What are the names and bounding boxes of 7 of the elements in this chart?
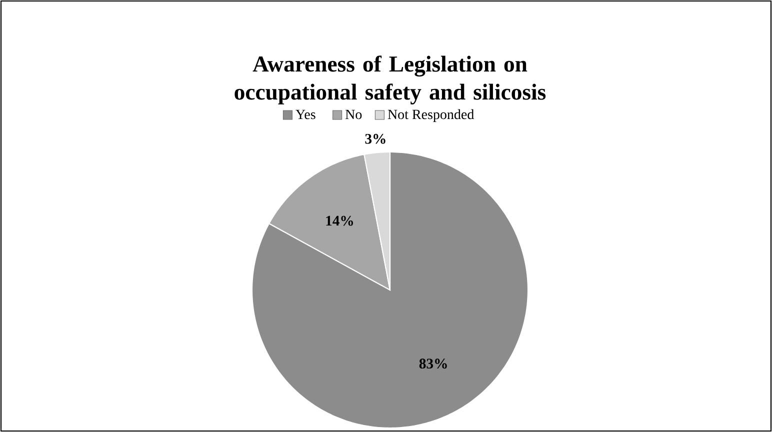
legend-label: No <box>345 110 362 120</box>
data-label: 83% <box>419 358 447 369</box>
legend-label: Not Responded <box>388 109 474 122</box>
data-label: 14% <box>326 216 353 226</box>
legend-label: Yes <box>296 110 316 120</box>
chart-title: Awareness of Legislation on occupational safety and silicosis <box>234 56 546 104</box>
data-label: 3% <box>365 134 386 144</box>
